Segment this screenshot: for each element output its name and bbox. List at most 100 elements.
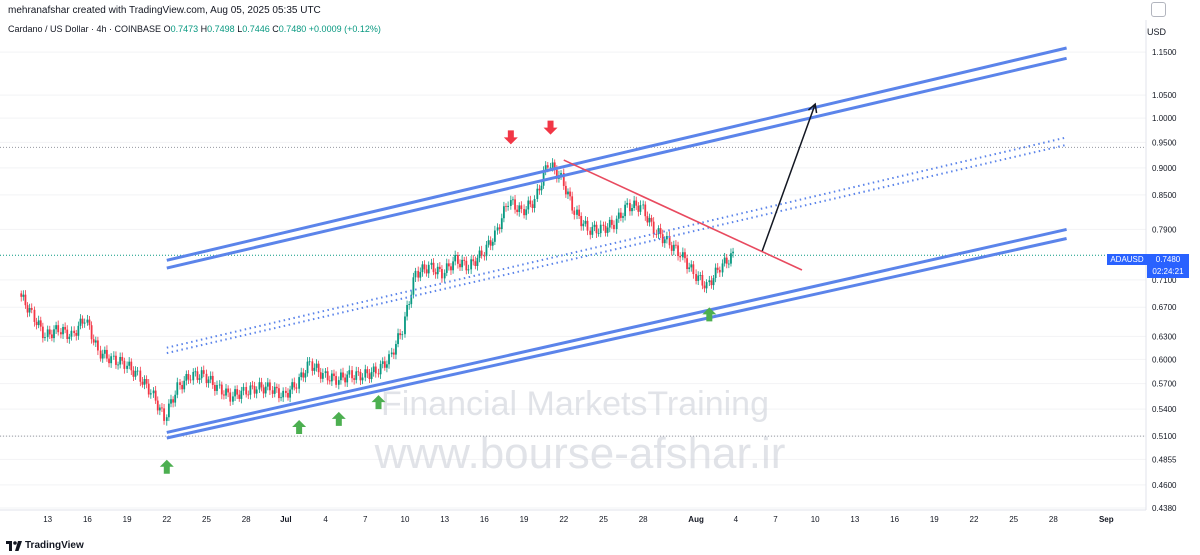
time-tick-label: 28	[639, 515, 648, 524]
candle-body	[196, 371, 199, 380]
candle-body	[130, 361, 133, 371]
candle-body	[260, 382, 263, 388]
candle-body	[64, 326, 67, 330]
candle-body	[39, 320, 42, 327]
candle-body	[165, 417, 168, 421]
projection-arrow-head	[807, 102, 818, 114]
candle-body	[266, 382, 269, 387]
candle-body	[229, 392, 232, 402]
candle-body	[213, 384, 216, 391]
watermark-line2: www.bourse-afshar.ir	[374, 429, 786, 478]
candle-body	[493, 230, 496, 242]
time-tick-label: 22	[559, 515, 568, 524]
candle-body	[110, 356, 113, 364]
price-tick-label: 0.5400	[1152, 405, 1177, 414]
candle-body	[443, 272, 446, 279]
candle-body	[652, 221, 655, 235]
candle-body	[461, 259, 464, 268]
candle-body	[520, 205, 523, 210]
change-value: +0.0009 (+0.12%)	[308, 24, 381, 34]
candle-body	[245, 386, 248, 395]
up-arrow-icon	[371, 395, 386, 410]
candle-body	[20, 293, 23, 297]
candle-body	[86, 319, 89, 323]
candle-body	[392, 352, 395, 355]
candle-body	[551, 162, 554, 168]
candle-body	[397, 333, 399, 345]
candle-body	[395, 344, 397, 355]
candle-body	[404, 316, 406, 335]
currency-label[interactable]: USD	[1147, 27, 1167, 37]
author-line: mehranafshar created with TradingView.co…	[8, 5, 321, 16]
candle-body	[278, 388, 280, 399]
candle-body	[163, 408, 165, 421]
candle-body	[445, 263, 448, 273]
price-tick-label: 1.0000	[1152, 114, 1177, 123]
time-axis[interactable]: 13 16 19 22 25 28 Jul 4 7 10 13 16 19 22 25 28 Aug 4 7 10 13…	[43, 515, 1114, 524]
candle-body	[99, 350, 102, 359]
candle-body	[379, 363, 382, 375]
up-arrow-icon	[159, 459, 174, 474]
candle-body	[423, 264, 426, 270]
candle-body	[675, 244, 677, 246]
candle-body	[718, 269, 721, 273]
candle-body	[77, 325, 80, 336]
candle-body	[81, 318, 84, 324]
candle-body	[695, 274, 697, 281]
candle-body	[688, 267, 691, 270]
candle-body	[249, 385, 252, 395]
candle-body	[342, 372, 344, 378]
candle-body	[198, 378, 201, 380]
candle-body	[399, 333, 402, 336]
candle-body	[525, 209, 528, 216]
candle-body	[730, 253, 732, 264]
time-tick-label: 22	[162, 515, 171, 524]
candle-body	[62, 326, 64, 335]
projection-arrow-line	[761, 103, 816, 252]
candle-body	[200, 370, 203, 379]
time-tick-label: Aug	[688, 515, 704, 524]
candle-body	[149, 393, 152, 395]
price-axis[interactable]: 1.1500 1.0500 1.0000 0.9500 0.9000 0.8500 0.79…	[1152, 48, 1177, 513]
candle-body	[357, 371, 360, 373]
candle-body	[370, 371, 373, 380]
candle-body	[53, 329, 55, 339]
candle-body	[35, 321, 38, 326]
candle-body	[134, 370, 137, 377]
candle-body	[295, 387, 298, 389]
candle-body	[705, 282, 708, 289]
candle-body	[699, 274, 702, 276]
symbol-name[interactable]: Cardano / US Dollar · 4h · COINBASE	[8, 24, 162, 34]
candle-body	[478, 250, 481, 258]
candle-body	[46, 329, 49, 338]
lower-channel-line	[166, 227, 1067, 434]
candle-body	[624, 204, 626, 217]
candle-body	[156, 400, 159, 411]
brand-label: TradingView	[25, 540, 84, 551]
watermark-line1: Financial MarketsTraining	[381, 385, 769, 423]
candle-body	[170, 399, 172, 404]
candle-body	[377, 373, 380, 375]
candle-body	[194, 371, 197, 373]
candle-body	[209, 375, 212, 380]
candle-body	[659, 228, 662, 235]
candle-body	[723, 257, 726, 264]
candle-body	[308, 361, 311, 363]
high-value: 0.7498	[207, 24, 235, 34]
candle-body	[489, 240, 492, 246]
candle-body	[571, 196, 574, 211]
collapse-icon[interactable]	[1151, 2, 1166, 17]
drawings	[166, 46, 1067, 440]
candle-body	[436, 266, 439, 275]
candle-body	[324, 371, 327, 374]
candle-body	[355, 371, 358, 380]
candle-body	[622, 216, 624, 218]
candle-body	[141, 381, 144, 385]
tradingview-logo-icon	[6, 541, 22, 551]
candle-body	[154, 390, 157, 401]
candle-body	[721, 263, 724, 273]
candle-body	[103, 349, 106, 354]
candle-body	[313, 367, 316, 371]
candle-body	[269, 382, 271, 391]
